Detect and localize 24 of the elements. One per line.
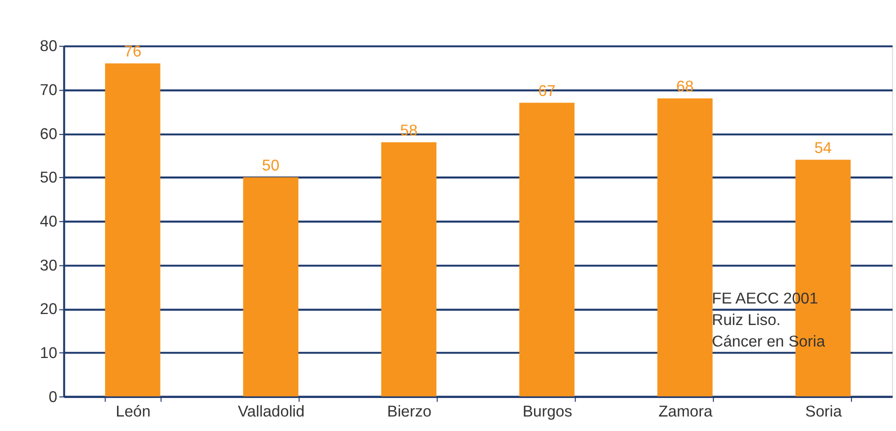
bar [105,63,160,396]
y-tick-label: 70 [40,82,58,100]
y-tick-label: 60 [40,126,58,143]
bar [657,98,713,396]
x-tick-label: León [116,403,151,420]
y-tick-label: 20 [40,301,58,318]
x-tick-label: Valladolid [238,403,305,420]
y-tick-label: 10 [40,344,58,362]
y-tick-label: 40 [40,214,58,230]
data-label: 54 [814,140,832,157]
y-tick-label: 0 [48,388,58,406]
x-tick-label: Zamora [658,403,713,420]
data-label: 76 [124,44,142,61]
y-tick-label: 30 [40,257,58,274]
annotation: Ruiz Liso. [712,312,781,329]
y-tick-label: 50 [40,170,58,187]
x-tick-label: Bierzo [387,403,432,420]
x-tick-label: Burgos [522,403,572,420]
bar [243,177,298,396]
x-tick-label: Soria [805,403,842,420]
bar [381,142,436,396]
data-label: 50 [262,157,280,174]
y-tick-label: 80 [40,38,58,56]
bar [519,102,575,396]
